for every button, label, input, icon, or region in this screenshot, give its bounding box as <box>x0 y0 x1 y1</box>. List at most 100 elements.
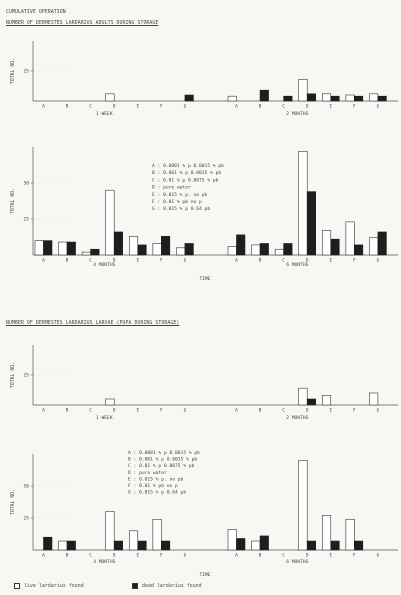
x-tick-label: B <box>66 408 69 414</box>
x-tick-label: A <box>42 258 45 264</box>
bar-live <box>128 530 139 551</box>
x-tick-label: D <box>113 553 116 559</box>
bar-dead <box>90 248 100 256</box>
bar-dead <box>259 89 269 102</box>
bar-live <box>105 189 115 256</box>
header-line: CUMULATIVE OPERATION <box>6 10 66 15</box>
x-tick-label: A <box>235 258 238 264</box>
bar-live <box>298 460 308 551</box>
legend-entry: G : 0.015 % p 0.64 pb <box>128 490 186 496</box>
chart-title-adults: NUMBER OF DERMESTES LARDARIUS ADULTS DUR… <box>6 21 159 26</box>
x-tick-label: G <box>377 408 380 414</box>
legend-entry: G : 0.015 % p 0.64 pb <box>152 206 210 212</box>
x-tick-label: C <box>282 553 285 559</box>
bar-live <box>369 237 379 256</box>
bar-dead <box>283 243 293 256</box>
group-label: 4 MONTHS <box>93 559 115 565</box>
chart-adults-4months-6months: TOTAL NO. 25 50 A B C D E F G 4 MONTHS A B C D E F G 6 MON… <box>10 147 398 282</box>
y-tick-label: 25 <box>23 69 29 75</box>
bar-dead <box>306 191 316 256</box>
bar-live <box>298 79 308 102</box>
x-tick-label: E <box>329 408 332 414</box>
bar-live <box>105 93 115 102</box>
bar-live <box>176 247 186 256</box>
x-tick-label: E <box>329 258 332 264</box>
group-label: 6 MONTHS <box>286 559 308 565</box>
legend-entry: D : pure water <box>128 470 167 476</box>
bar-dead <box>259 243 269 256</box>
bar-live <box>321 515 332 551</box>
x-tick-label: A <box>235 104 238 110</box>
bar-dead <box>113 540 123 551</box>
x-tick-label: C <box>282 104 285 110</box>
legend-open-label: live lardarius found <box>24 584 84 589</box>
legend-entry: E : 0.015 % p. no pb <box>152 192 208 198</box>
x-tick-label: F <box>353 104 356 110</box>
y-axis-label: TOTAL NO. <box>10 58 16 84</box>
bar-live <box>81 251 91 256</box>
x-tick-label: E <box>329 104 332 110</box>
legend-entry: C : 0.01 % p 0.0075 % pb <box>152 177 219 183</box>
bar-live <box>369 392 379 406</box>
chart-adults-week-2months: TOTAL NO. 25 A B C D E F G 1 WEEK A B C D E F G 2 MONTHS <box>10 41 398 117</box>
x-tick-label: C <box>89 553 92 559</box>
bar-live <box>105 398 115 406</box>
bar-live <box>298 151 308 256</box>
legend-filled-swatch <box>132 583 138 589</box>
legend-entry: E : 0.015 % p. no pb <box>128 476 184 482</box>
chart-larvae-4months-6months: TOTAL NO. 25 50 A B C D E F G 4 MONTHS A B C D E F G 6 MON… <box>10 450 398 578</box>
bar-live <box>105 511 115 551</box>
y-tick-label: 25 <box>23 516 29 522</box>
y-tick-label: 25 <box>23 217 29 223</box>
legend-entry: D : pure water <box>152 185 191 191</box>
bar-live <box>34 240 44 256</box>
bar-live <box>58 241 68 256</box>
x-tick-label: B <box>259 258 262 264</box>
x-tick-label: D <box>306 553 309 559</box>
x-tick-label: C <box>89 408 92 414</box>
x-tick-label: G <box>377 104 380 110</box>
group-label: 1 WEEK <box>96 111 113 117</box>
chart-larvae-week-2months: TOTAL NO. 25 A B C D E F G 1 WEEK A B C D E F G 2 MONTHS <box>10 345 398 421</box>
legend-filled-label: dead lardarius found <box>142 584 202 589</box>
x-tick-label: C <box>282 258 285 264</box>
x-tick-label: F <box>160 408 163 414</box>
bar-dead <box>161 540 171 551</box>
x-tick-label: G <box>184 104 187 110</box>
bar-dead <box>306 93 316 102</box>
bar-live <box>345 518 355 551</box>
x-tick-label: B <box>66 104 69 110</box>
x-tick-label: D <box>113 408 116 414</box>
x-tick-label: A <box>42 553 45 559</box>
bar-live <box>274 248 284 256</box>
x-tick-label: A <box>42 408 45 414</box>
bar-live <box>345 221 355 256</box>
group-label: 2 MONTHS <box>286 111 308 117</box>
bar-live <box>298 387 308 406</box>
bar-live <box>152 518 162 551</box>
x-tick-label: G <box>184 408 187 414</box>
bar-dead <box>377 231 387 256</box>
x-tick-label: A <box>235 408 238 414</box>
x-tick-label: D <box>113 104 116 110</box>
group-label: 6 MONTHS <box>286 262 308 268</box>
x-tick-label: B <box>259 104 262 110</box>
bar-dead <box>283 95 293 102</box>
x-tick-label: C <box>89 258 92 264</box>
x-tick-label: A <box>235 553 238 559</box>
legend-entry: F : 0.01 % pb no p <box>152 199 202 205</box>
legend-entry: B : 0.001 % p 0.0015 % pb <box>128 457 197 463</box>
legend-entry: F : 0.01 % pb no p <box>128 483 178 489</box>
bar-dead <box>137 540 147 551</box>
x-tick-label: C <box>89 104 92 110</box>
x-tick-label: G <box>184 258 187 264</box>
x-tick-label: F <box>160 258 163 264</box>
bar-dead <box>236 538 246 551</box>
bar-dead <box>184 94 194 102</box>
x-tick-label: E <box>136 408 139 414</box>
x-tick-label: D <box>306 104 309 110</box>
y-tick-label: 50 <box>23 181 29 187</box>
bar-dead <box>354 540 364 551</box>
y-axis-label: TOTAL NO. <box>10 489 16 515</box>
x-tick-label: D <box>306 258 309 264</box>
